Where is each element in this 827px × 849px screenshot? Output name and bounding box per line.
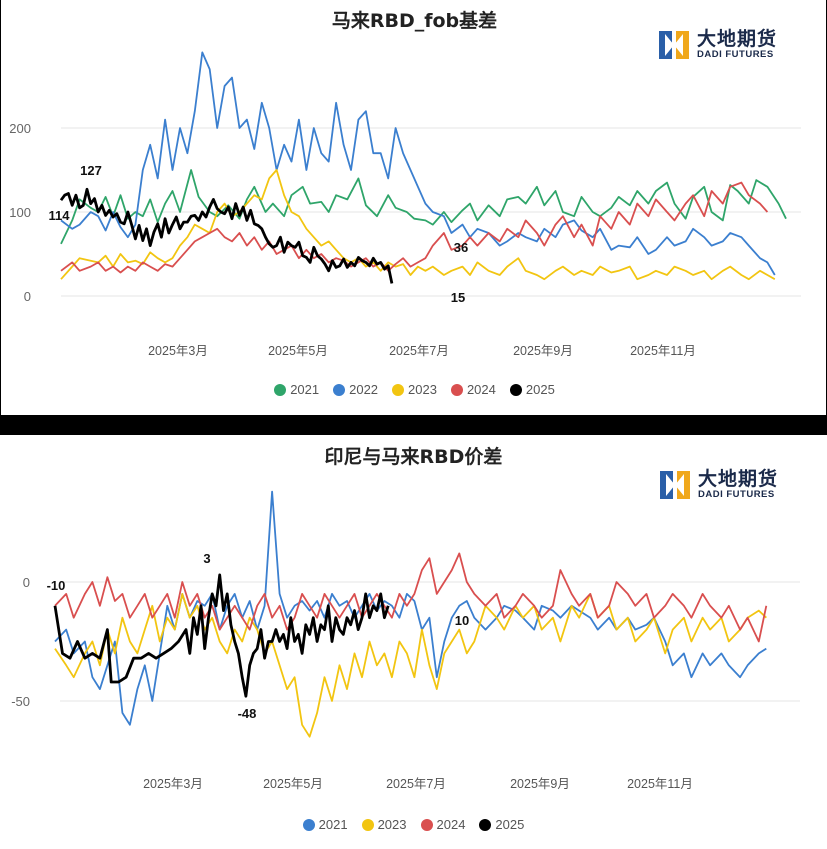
dadi-logo-icon xyxy=(660,471,690,499)
x-tick-label: 2025年3月 xyxy=(143,777,203,791)
chart-title: 印尼与马来RBD价差 xyxy=(324,446,503,468)
brand-logo: 大地期货 DADI FUTURES xyxy=(657,28,777,62)
legend-swatch-icon xyxy=(392,383,405,396)
legend-item-2021[interactable]: 2021 xyxy=(274,382,319,397)
basis-line-chart: 0 100 200 2025年3月 2025年5月 2025年7月 2025年9月 2025年… xyxy=(9,51,801,358)
data-label: -48 xyxy=(238,706,257,721)
x-tick-label: 2025年5月 xyxy=(263,777,323,791)
x-tick-label: 2025年7月 xyxy=(386,777,446,791)
legend-item-2025[interactable]: 2025 xyxy=(509,382,555,397)
series-line-2022 xyxy=(60,51,776,276)
legend-item-2023[interactable]: 2023 xyxy=(392,382,437,397)
legend-label: 2022 xyxy=(349,382,379,397)
series-line-2023 xyxy=(60,169,776,281)
x-tick-label: 2025年11月 xyxy=(627,777,693,791)
chart-legend: 2021 2023 2024 2025 xyxy=(0,817,827,832)
x-tick-label: 2025年5月 xyxy=(268,344,328,358)
series-line-2023 xyxy=(54,592,767,738)
legend-label: 2025 xyxy=(495,817,525,832)
legend-label: 2021 xyxy=(318,817,348,832)
panel-divider xyxy=(0,415,827,435)
legend-swatch-icon xyxy=(509,383,522,396)
brand-logo: 大地期货 DADI FUTURES xyxy=(658,468,778,502)
brand-name-cn: 大地期货 xyxy=(697,28,778,50)
brand-name-cn: 大地期货 xyxy=(698,468,779,490)
y-tick-label: 0 xyxy=(24,289,31,304)
legend-swatch-icon xyxy=(302,818,315,831)
brand-name-en: DADI FUTURES xyxy=(698,489,775,500)
legend-swatch-icon xyxy=(479,818,492,831)
legend-item-2024[interactable]: 2024 xyxy=(420,817,466,832)
legend-swatch-icon xyxy=(361,818,374,831)
legend-item-2024[interactable]: 2024 xyxy=(450,382,496,397)
data-label: -10 xyxy=(47,578,66,593)
legend-label: 2023 xyxy=(408,382,437,397)
x-tick-label: 2025年3月 xyxy=(148,344,208,358)
chart-panel-basis: 马来RBD_fob基差 大地期货 DADI FUTURES 0 100 200 202… xyxy=(0,0,827,415)
legend-label: 2024 xyxy=(466,382,496,397)
legend-item-2021[interactable]: 2021 xyxy=(302,817,348,832)
legend-item-2025[interactable]: 2025 xyxy=(479,817,524,832)
series-line-2021 xyxy=(54,490,767,726)
x-tick-label: 2025年9月 xyxy=(513,344,573,358)
brand-name-en: DADI FUTURES xyxy=(697,49,774,60)
spread-line-chart: 0 -50 2025年3月 2025年5月 2025年7月 2025年9月 2025年11月… xyxy=(11,490,800,791)
chart-legend: 2021 2022 2023 2024 2025 xyxy=(1,382,827,397)
chart-title: 马来RBD_fob基差 xyxy=(331,10,498,32)
series-line-2021 xyxy=(60,169,787,245)
data-label: 114 xyxy=(49,208,71,223)
y-tick-label: 0 xyxy=(23,575,30,590)
dadi-logo-icon xyxy=(659,31,689,59)
legend-swatch-icon xyxy=(420,818,433,831)
series-line-2025 xyxy=(59,187,394,284)
legend-swatch-icon xyxy=(274,383,287,396)
chart-panel-spread: 印尼与马来RBD价差 大地期货 DADI FUTURES 0 -50 2025年3月… xyxy=(0,435,827,849)
x-tick-label: 2025年7月 xyxy=(389,344,449,358)
data-label: 127 xyxy=(80,163,102,178)
series-line-2025 xyxy=(53,573,390,698)
legend-item-2022[interactable]: 2022 xyxy=(333,382,378,397)
y-tick-label: 100 xyxy=(9,205,31,220)
data-label: 15 xyxy=(451,290,465,305)
x-tick-label: 2025年11月 xyxy=(630,344,696,358)
series-line-2024 xyxy=(54,552,768,643)
legend-label: 2023 xyxy=(377,817,407,832)
y-tick-label: -50 xyxy=(11,694,30,709)
x-tick-label: 2025年9月 xyxy=(510,777,570,791)
data-label: 3 xyxy=(203,551,210,566)
legend-label: 2025 xyxy=(525,382,555,397)
y-tick-label: 200 xyxy=(9,121,31,136)
legend-item-2023[interactable]: 2023 xyxy=(361,817,407,832)
legend-swatch-icon xyxy=(450,383,463,396)
legend-swatch-icon xyxy=(333,383,346,396)
data-label: 10 xyxy=(455,613,469,628)
legend-label: 2021 xyxy=(290,382,320,397)
data-label: 36 xyxy=(454,240,468,255)
legend-label: 2024 xyxy=(436,817,466,832)
